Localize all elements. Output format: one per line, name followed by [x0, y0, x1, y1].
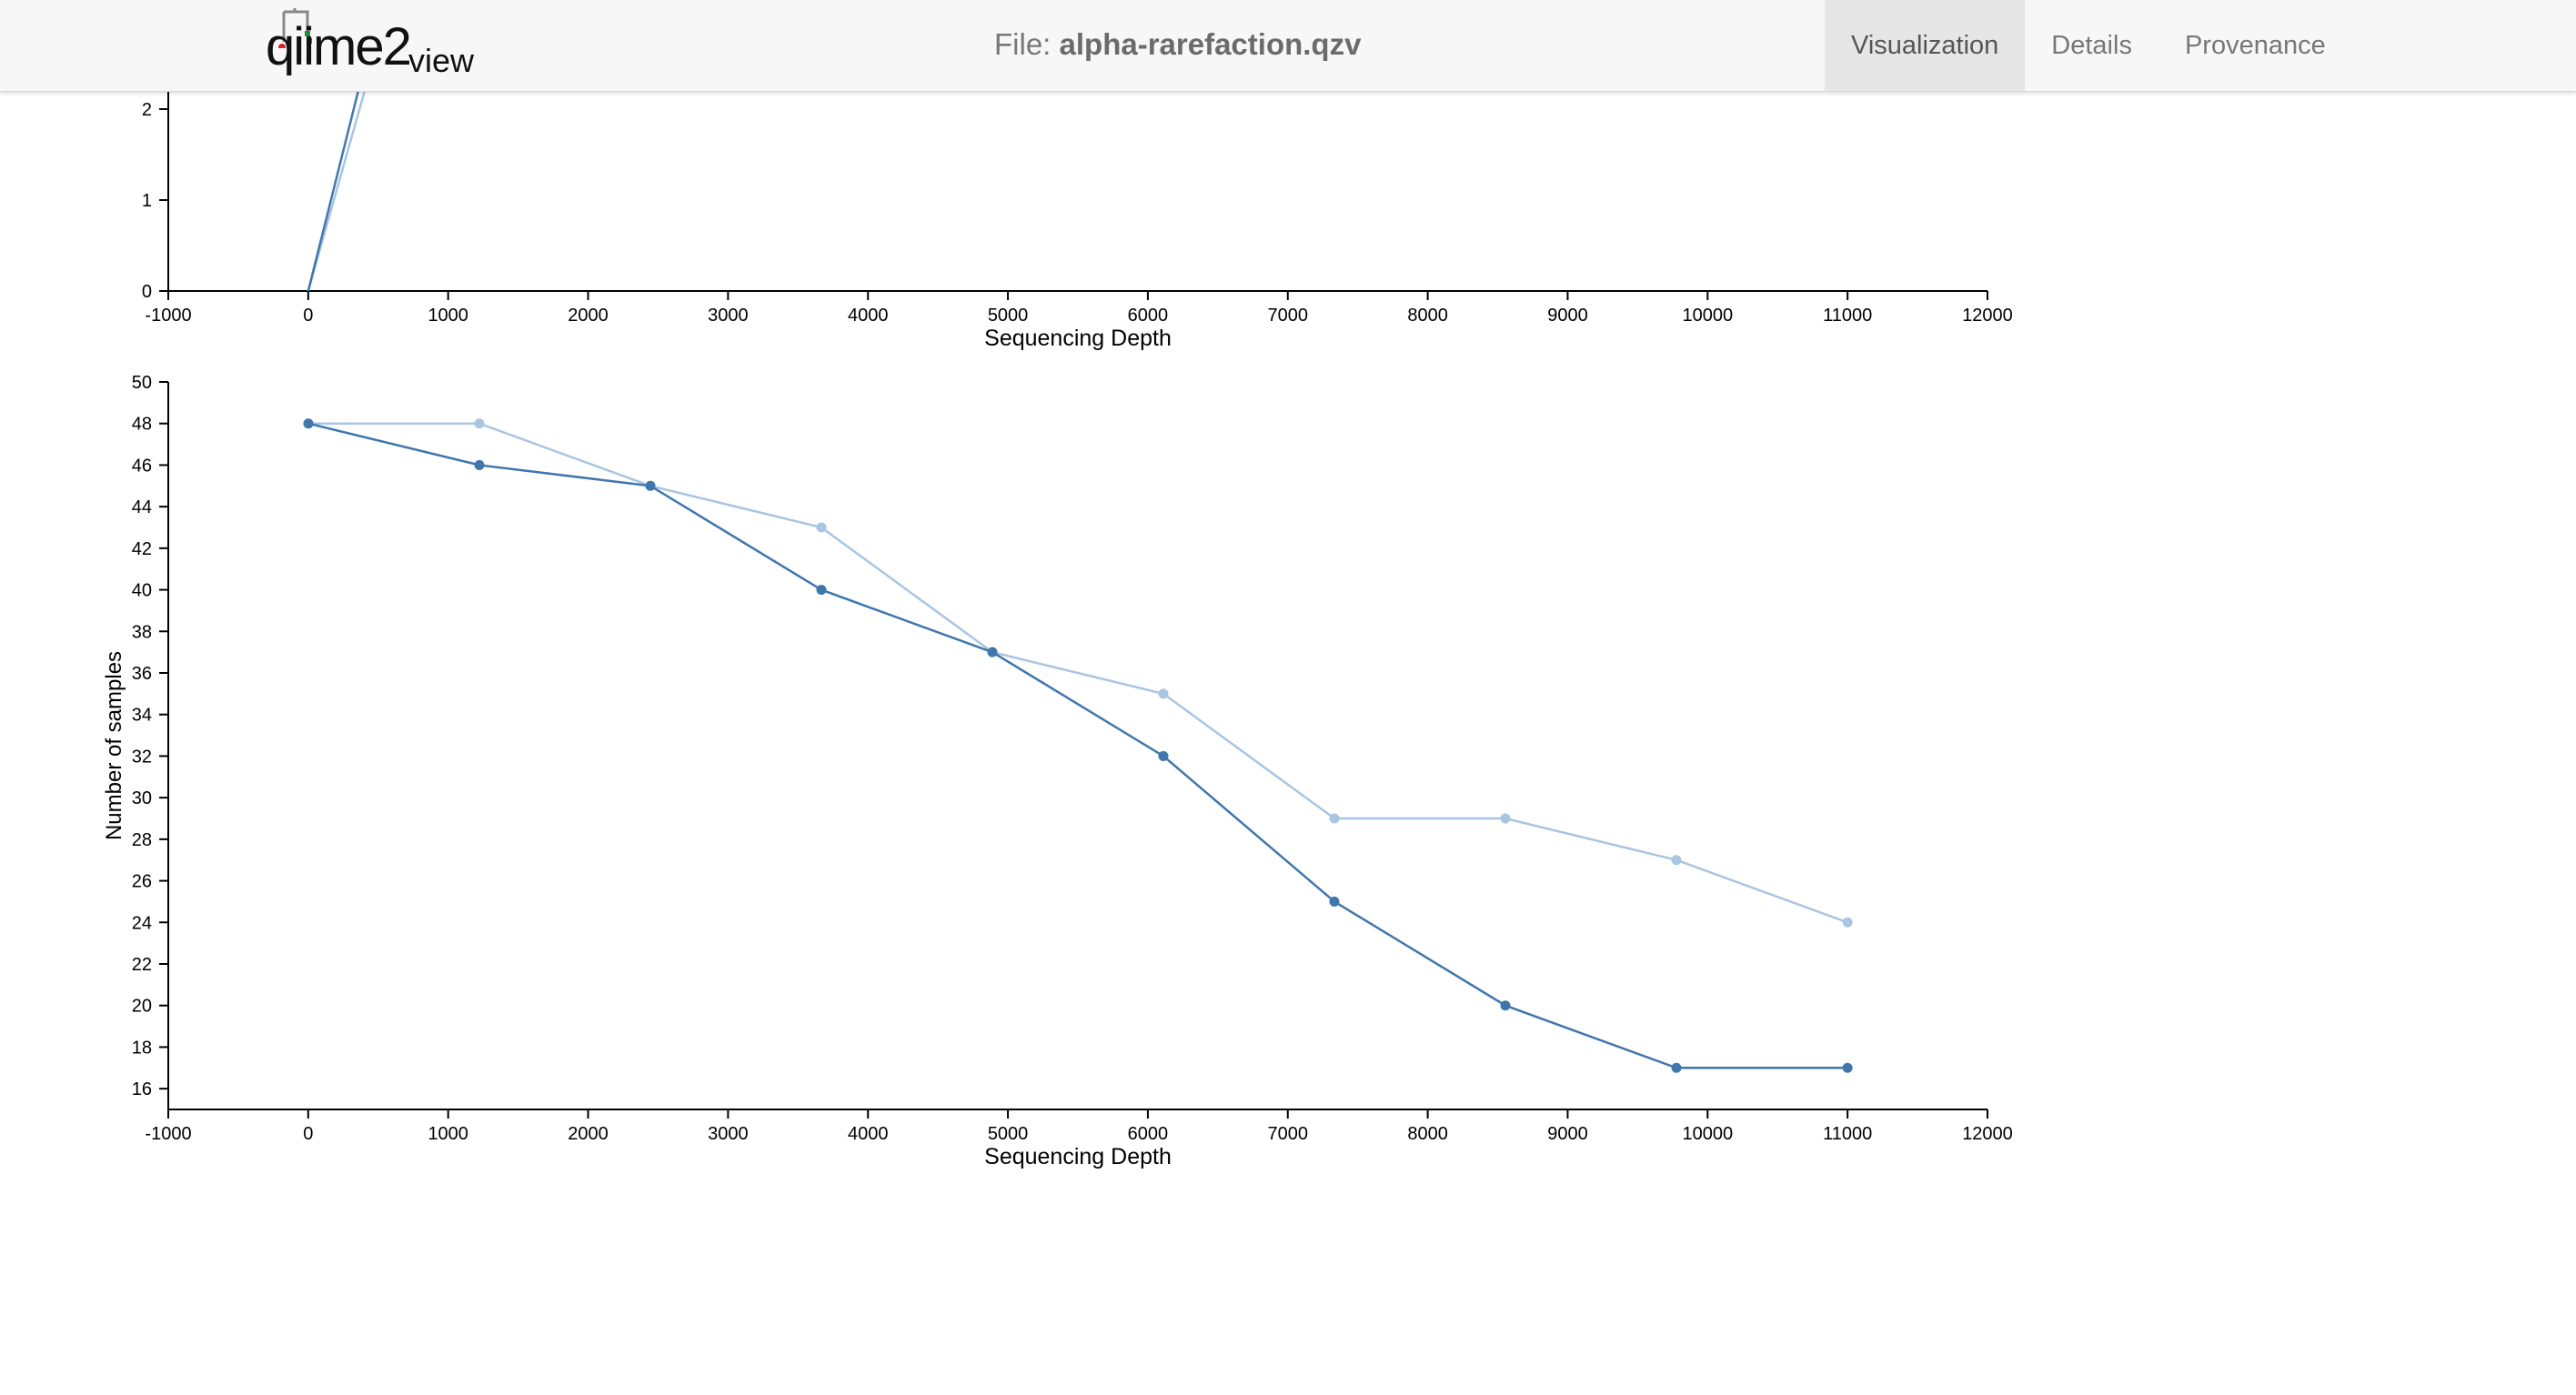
x-tick-label: 7000	[1268, 306, 1309, 326]
y-tick-label: 28	[132, 830, 152, 850]
data-point	[987, 647, 998, 657]
qiime2-view-logo[interactable]: qiime2 view	[266, 7, 502, 85]
file-label: File:	[994, 27, 1052, 61]
y-tick-label: 36	[132, 664, 152, 684]
data-point	[816, 522, 827, 533]
y-tick-label: 48	[132, 415, 152, 435]
x-tick-label: 1000	[428, 306, 468, 326]
data-point	[1671, 855, 1682, 866]
data-point	[1158, 688, 1169, 699]
y-tick-label: 22	[132, 955, 152, 975]
data-point	[1329, 896, 1340, 907]
x-tick-label: 2000	[568, 1124, 609, 1144]
y-axis-label: Number of samples	[102, 651, 126, 840]
x-tick-label: 9000	[1547, 1124, 1588, 1144]
x-tick-label: 3000	[708, 306, 749, 326]
data-point	[1500, 813, 1511, 824]
view-tabs: Visualization Details Provenance	[1825, 0, 2352, 91]
y-tick-label: 30	[132, 788, 152, 808]
y-tick-label: 46	[132, 456, 152, 476]
y-tick-label: 2	[142, 100, 152, 120]
x-tick-label: 12000	[1962, 306, 2013, 326]
logo-subword: view	[408, 42, 475, 79]
y-tick-label: 50	[132, 373, 152, 393]
y-tick-label: 20	[132, 997, 152, 1017]
y-tick-label: 16	[132, 1079, 152, 1099]
data-point	[816, 585, 827, 596]
x-tick-label: 11000	[1823, 306, 1872, 326]
data-point	[1671, 1062, 1682, 1073]
data-point	[1329, 813, 1340, 824]
x-tick-label: 2000	[568, 306, 609, 326]
x-tick-label: 8000	[1407, 306, 1448, 326]
x-tick-label: 6000	[1128, 306, 1169, 326]
x-tick-label: 10000	[1682, 1124, 1733, 1144]
top-navbar: qiime2 view File: alpha-rarefaction.qzv …	[0, 0, 2576, 92]
x-tick-label: -1000	[145, 306, 191, 326]
series-line-1	[308, 422, 1848, 924]
x-tick-label: 1000	[428, 1124, 468, 1144]
logo-wordmark: qiime2	[266, 17, 412, 76]
x-tick-label: 4000	[848, 1124, 889, 1144]
data-point	[645, 480, 656, 491]
file-title: File: alpha-rarefaction.qzv	[994, 27, 1361, 62]
y-tick-label: 38	[132, 622, 152, 642]
qiime-logo-icon	[278, 8, 312, 48]
y-tick-label: 18	[132, 1038, 152, 1058]
data-point	[1500, 1000, 1511, 1011]
x-tick-label: 4000	[848, 306, 889, 326]
y-tick-label: 26	[132, 872, 152, 892]
y-tick-label: 24	[132, 913, 152, 933]
x-tick-label: 6000	[1128, 1124, 1169, 1144]
file-name: alpha-rarefaction.qzv	[1059, 27, 1362, 61]
x-tick-label: 8000	[1407, 1124, 1448, 1144]
tab-visualization[interactable]: Visualization	[1825, 0, 2026, 91]
tab-details[interactable]: Details	[2051, 31, 2132, 60]
x-tick-label: 3000	[708, 1124, 749, 1144]
series-line-2	[307, 72, 365, 292]
y-tick-label: 42	[132, 539, 152, 559]
y-tick-label: 40	[132, 581, 152, 601]
tab-provenance[interactable]: Provenance	[2184, 31, 2326, 60]
x-axis-label: Sequencing Depth	[984, 1144, 1172, 1169]
x-tick-label: 5000	[988, 306, 1029, 326]
y-tick-label: 32	[132, 747, 152, 767]
x-tick-label: 11000	[1823, 1124, 1872, 1144]
y-tick-label: 1	[142, 191, 152, 211]
x-tick-label: 10000	[1682, 306, 1733, 326]
x-tick-label: 0	[303, 306, 313, 326]
data-point	[474, 459, 485, 470]
y-tick-label: 44	[132, 497, 152, 517]
x-tick-label: -1000	[145, 1124, 191, 1144]
y-tick-label: 0	[142, 282, 152, 302]
x-tick-label: 12000	[1962, 1124, 2013, 1144]
x-tick-label: 9000	[1547, 306, 1588, 326]
rarefaction-chart-top: 0 1 2 -1000 0 1000 2000 3000 4000 5000 6000 7000 800…	[142, 72, 2013, 351]
data-point	[1158, 750, 1169, 761]
data-point	[474, 418, 485, 429]
data-point	[303, 418, 314, 429]
data-point	[1842, 1062, 1853, 1073]
x-axis-label: Sequencing Depth	[984, 326, 1172, 351]
x-tick-label: 5000	[988, 1124, 1029, 1144]
series-line-2	[307, 422, 1848, 1069]
data-point	[1842, 917, 1853, 928]
y-tick-label: 34	[132, 706, 152, 726]
x-tick-label: 0	[303, 1124, 313, 1144]
x-tick-label: 7000	[1268, 1124, 1309, 1144]
